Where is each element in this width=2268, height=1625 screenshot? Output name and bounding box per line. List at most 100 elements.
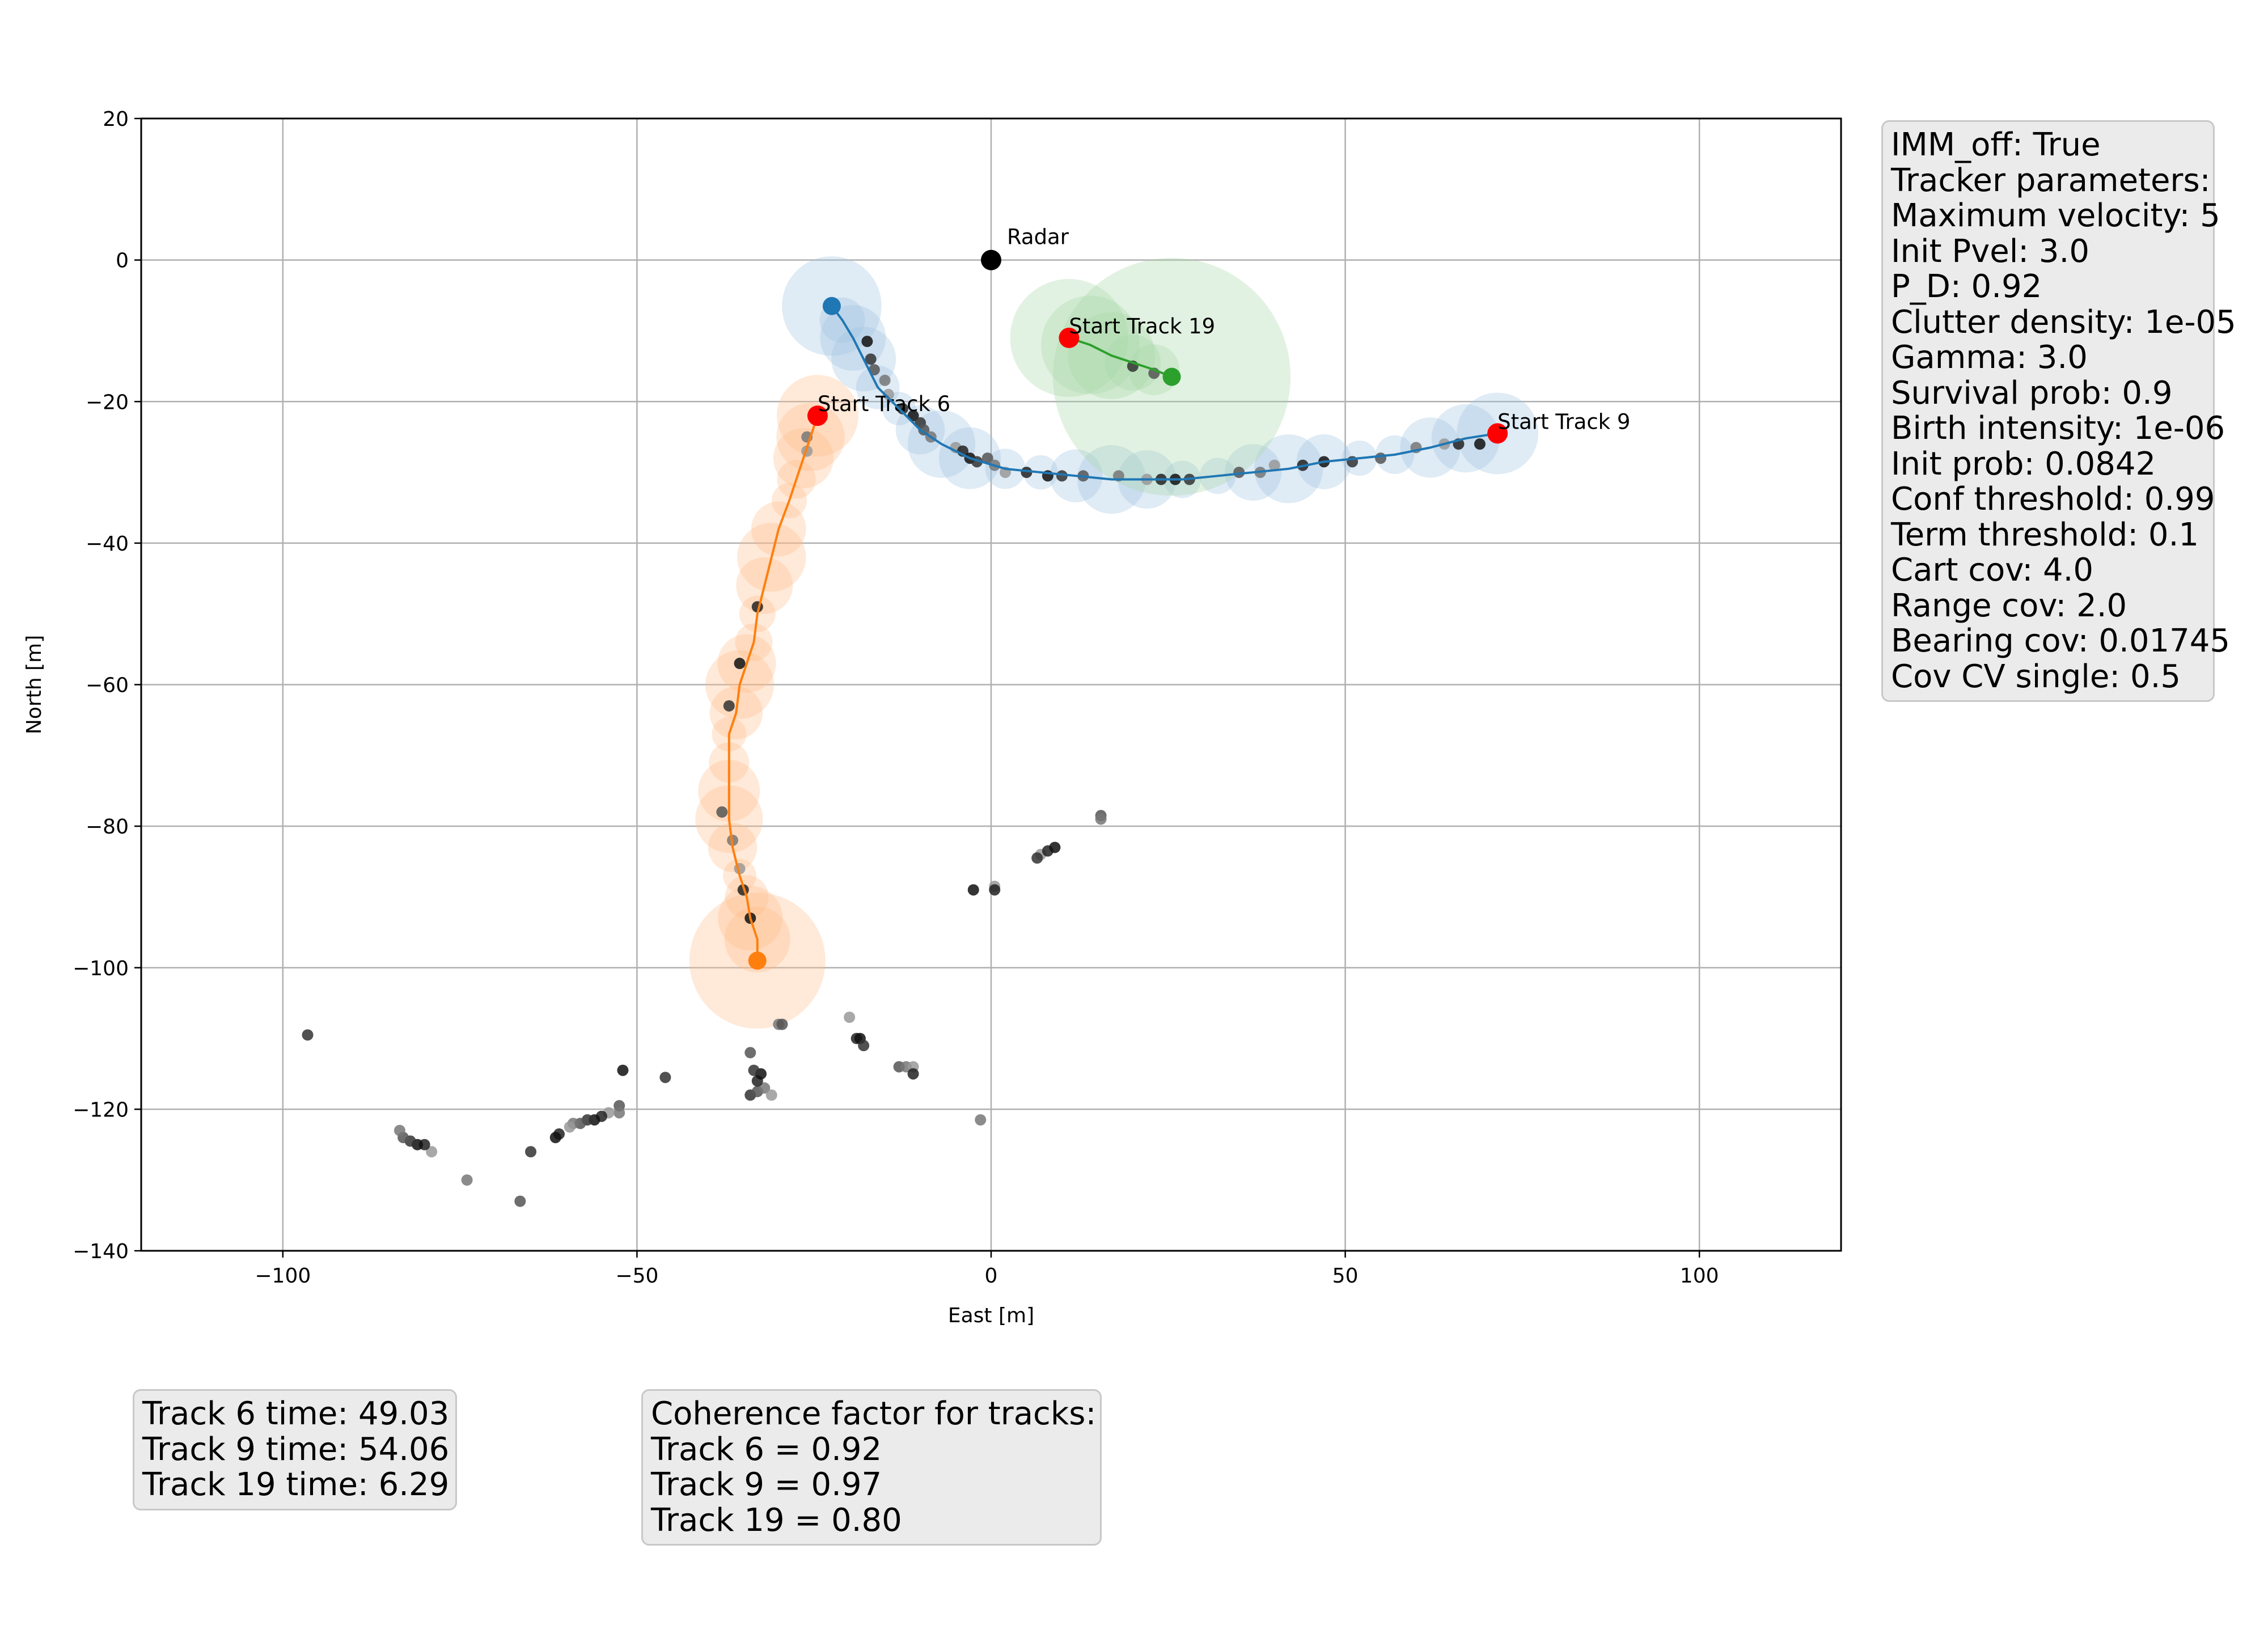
measurement-point (1095, 813, 1107, 825)
parameter-line: Survival prob: 0.9 (1891, 374, 2173, 412)
measurement-point (844, 1012, 856, 1023)
radar-label: Radar (1007, 225, 1069, 249)
x-tick-label: 0 (985, 1264, 998, 1288)
x-tick-label: −50 (615, 1264, 658, 1288)
measurement-point (723, 700, 735, 712)
radar-marker (981, 249, 1001, 270)
measurement-point (1375, 452, 1387, 464)
measurement-point (613, 1107, 625, 1119)
measurement-point (461, 1174, 473, 1186)
y-tick-label: −40 (86, 532, 129, 556)
parameter-line: IMM_off: True (1891, 126, 2101, 163)
parameter-line: Tracker parameters: (1891, 162, 2211, 199)
tracker-parameters-box: IMM_off: True Tracker parameters: Maximum … (1881, 120, 2236, 702)
coherence-box: Coherence factor for tracks: Track 6 = 0.… (641, 1389, 1102, 1546)
ticks: −100 −50 0 50 100 20 0 −20 −40 −60 −80 −100 −120 −140 (73, 108, 1719, 1288)
measurement-point (549, 1132, 561, 1144)
y-tick-label: −100 (73, 957, 129, 980)
measurement-point (1268, 459, 1280, 471)
measurement-point (1474, 438, 1486, 450)
measurement-point (759, 1082, 771, 1094)
parameter-line: P_D: 0.92 (1891, 268, 2042, 305)
parameter-line: Clutter density: 1e-05 (1891, 303, 2236, 341)
measurement-point (896, 403, 908, 414)
x-tick-label: 100 (1680, 1264, 1719, 1288)
track-9-line (831, 305, 1498, 481)
y-axis-label: North [m] (23, 635, 46, 734)
measurement-point (865, 353, 877, 365)
measurement-point (989, 884, 1001, 896)
track-9-start-label: Start Track 9 (1497, 409, 1630, 434)
measurement-point (1031, 852, 1043, 864)
track-time-line: Track 19 time: 6.29 (142, 1466, 450, 1503)
parameter-line: Range cov: 2.0 (1891, 587, 2127, 624)
measurement-point (514, 1195, 526, 1207)
measurement-point (393, 1124, 405, 1136)
x-tick-label: 50 (1332, 1264, 1359, 1288)
track-19-end-marker (1162, 367, 1181, 386)
track-6-start-label: Start Track 6 (818, 392, 950, 416)
y-tick-label: −120 (73, 1098, 129, 1122)
measurement-point (748, 1064, 760, 1076)
measurement-point (861, 336, 873, 348)
measurement-point (765, 1089, 777, 1101)
track-9-end-marker (822, 297, 841, 315)
y-tick-label: −60 (86, 674, 129, 697)
measurement-point (879, 374, 891, 386)
measurement-point (918, 424, 930, 436)
grid (141, 117, 1841, 1252)
measurement-point (659, 1072, 671, 1084)
measurement-point (525, 1146, 537, 1158)
track-time-box: Track 6 time: 49.03 Track 9 time: 54.06 Tr… (133, 1389, 457, 1510)
coherence-line: Coherence factor for tracks: (651, 1395, 1097, 1432)
parameter-line: Init Pvel: 3.0 (1891, 232, 2089, 270)
measurement-point (1049, 841, 1061, 853)
covariance-ellipses (689, 256, 1539, 1029)
coherence-line: Track 19 = 0.80 (651, 1501, 902, 1539)
measurement-point (882, 388, 894, 400)
measurement-point (564, 1121, 576, 1133)
track-9-start-marker (1487, 423, 1508, 444)
measurement-point (302, 1029, 314, 1041)
measurement-point (858, 1040, 870, 1052)
measurement-point (744, 1047, 756, 1059)
y-tick-label: −80 (86, 815, 129, 839)
measurement-point (617, 1064, 629, 1076)
parameter-line: Conf threshold: 0.99 (1891, 481, 2215, 518)
track-6-end-marker (748, 951, 767, 970)
track-time-line: Track 6 time: 49.03 (142, 1395, 450, 1432)
measurement-point (907, 1068, 919, 1080)
measurement-point (734, 658, 746, 670)
tracks: Start Track 6 Start Track 9 Start Track 19… (727, 225, 1630, 970)
track-19-line (1068, 337, 1173, 378)
parameter-line: Init prob: 0.0842 (1891, 445, 2156, 483)
coherence-line: Track 6 = 0.92 (651, 1431, 882, 1468)
measurement-point (981, 452, 993, 464)
measurements (302, 336, 1486, 1207)
track-time-line: Track 9 time: 54.06 (142, 1431, 450, 1468)
measurement-point (967, 884, 979, 896)
measurement-point (776, 1018, 788, 1030)
track-19-start-marker (1059, 327, 1080, 348)
measurement-point (426, 1146, 438, 1158)
parameter-line: Gamma: 3.0 (1891, 339, 2088, 376)
parameter-line: Cov CV single: 0.5 (1891, 658, 2181, 695)
parameter-line: Bearing cov: 0.01745 (1891, 623, 2230, 659)
y-tick-label: 0 (116, 249, 129, 273)
measurement-point (716, 806, 728, 818)
track-19-start-label: Start Track 19 (1069, 314, 1215, 338)
y-tick-label: −140 (73, 1240, 129, 1263)
coherence-line: Track 9 = 0.97 (651, 1466, 882, 1503)
parameter-line: Birth intensity: 1e-06 (1891, 410, 2225, 447)
track-6-start-marker (807, 405, 828, 426)
parameter-line: Cart cov: 4.0 (1891, 552, 2094, 589)
x-tick-label: −100 (255, 1264, 311, 1288)
y-tick-label: −20 (86, 391, 129, 414)
y-tick-label: 20 (103, 108, 129, 131)
track-6-line (727, 415, 819, 961)
parameter-line: Maximum velocity: 5 (1891, 197, 2220, 234)
measurement-point (975, 1114, 987, 1126)
parameter-line: Term threshold: 0.1 (1891, 516, 2199, 553)
x-axis-label: East [m] (948, 1304, 1034, 1327)
